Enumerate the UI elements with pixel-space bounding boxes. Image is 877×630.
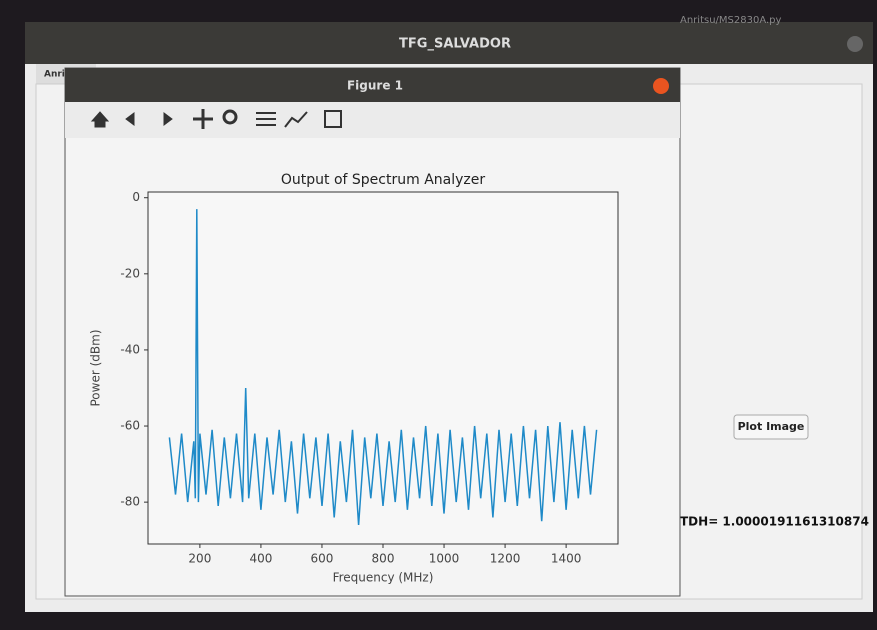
x-tick-label: 400 [249,552,272,566]
screen: TFG_SALVADOR Anritsu/MS2830A.py Anrit Pl… [0,0,877,630]
main-title: TFG_SALVADOR [399,37,511,52]
y-tick-label: 0 [132,190,140,204]
y-tick-label: -20 [120,266,140,280]
chart-title: Output of Spectrum Analyzer [281,172,485,188]
close-button[interactable] [847,36,863,52]
y-tick-label: -80 [120,495,140,509]
x-axis-label: Frequency (MHz) [333,571,434,585]
page: {"window": {"title": "TFG_SALVADOR", "ta… [0,0,877,630]
x-tick-label: 800 [372,552,395,566]
plot-button-label[interactable]: Plot Image [738,420,805,433]
toolbar [65,102,680,138]
y-axis-label: Power (dBm) [89,330,103,407]
x-tick-label: 1000 [429,552,460,566]
file-label: Anritsu/MS2830A.py [680,15,782,26]
x-tick-label: 1200 [490,552,521,566]
figure-title: Figure 1 [347,79,403,93]
x-tick-label: 600 [311,552,334,566]
y-tick-label: -40 [120,342,140,356]
x-tick-label: 1400 [551,552,582,566]
x-tick-label: 200 [188,552,211,566]
result-text: TDH= 1.0000191161310874 [680,515,869,529]
figure-close[interactable] [653,78,669,94]
y-tick-label: -60 [120,419,140,433]
axes [148,192,618,544]
